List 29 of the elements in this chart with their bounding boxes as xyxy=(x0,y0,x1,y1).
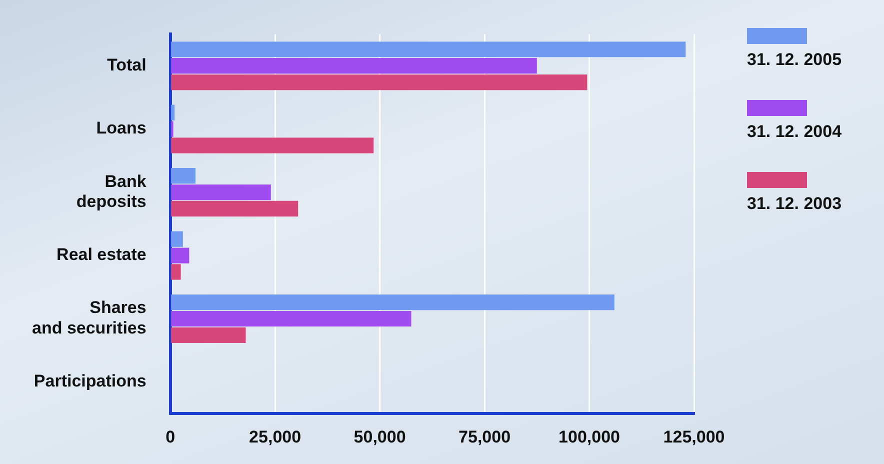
x-tick-label: 125,000 xyxy=(663,427,725,446)
legend-label: 31. 12. 2003 xyxy=(747,194,842,214)
bar xyxy=(171,327,246,343)
y-tick-label: Bank deposits xyxy=(76,172,147,212)
x-tick-label: 0 xyxy=(166,427,176,446)
x-tick-label: 75,000 xyxy=(458,427,511,446)
y-tick-label: Real estate xyxy=(56,245,146,264)
bar xyxy=(171,200,298,217)
bar xyxy=(171,168,196,184)
bar xyxy=(171,138,374,154)
bar xyxy=(171,294,614,310)
bar xyxy=(171,264,181,280)
legend-label: 31. 12. 2005 xyxy=(747,50,842,70)
legend-label: 31. 12. 2004 xyxy=(747,122,842,142)
y-tick-label: Loans xyxy=(96,118,146,138)
x-tick-label: 100,000 xyxy=(558,427,620,446)
bar xyxy=(171,184,271,200)
x-tick-label: 50,000 xyxy=(354,427,406,446)
x-tick-label: 25,000 xyxy=(249,427,302,446)
y-tick-label: Shares and securities xyxy=(32,298,146,338)
bar xyxy=(171,231,183,247)
y-tick-label: Participations xyxy=(34,372,146,391)
bar xyxy=(171,310,412,327)
y-tick-label: Total xyxy=(106,56,146,75)
bar xyxy=(171,248,190,264)
bar xyxy=(171,58,537,74)
bar xyxy=(171,104,175,120)
bar xyxy=(171,74,588,90)
bar xyxy=(171,42,686,58)
